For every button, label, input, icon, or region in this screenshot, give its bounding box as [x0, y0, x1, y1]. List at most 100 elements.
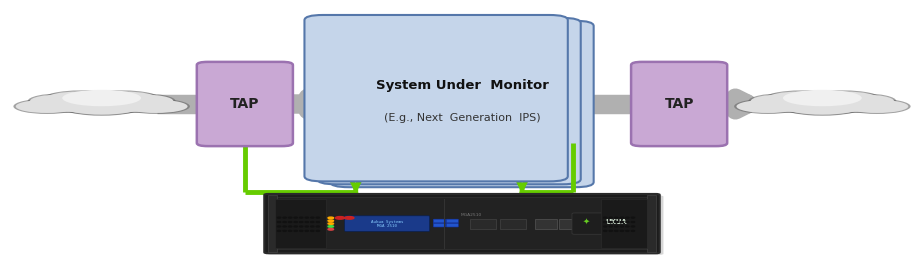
- Circle shape: [283, 217, 286, 218]
- Circle shape: [305, 222, 309, 223]
- Circle shape: [316, 217, 320, 218]
- Circle shape: [620, 230, 624, 231]
- FancyBboxPatch shape: [271, 198, 653, 250]
- Text: System Under  Monitor: System Under Monitor: [375, 79, 549, 92]
- Circle shape: [277, 217, 281, 218]
- Ellipse shape: [783, 98, 862, 116]
- FancyBboxPatch shape: [446, 223, 458, 227]
- FancyBboxPatch shape: [601, 199, 647, 248]
- Circle shape: [609, 222, 613, 223]
- Text: (E.g., Next  Generation  IPS): (E.g., Next Generation IPS): [383, 113, 541, 123]
- Circle shape: [299, 230, 303, 231]
- Ellipse shape: [93, 95, 174, 112]
- Ellipse shape: [811, 94, 896, 113]
- Ellipse shape: [46, 92, 115, 106]
- FancyBboxPatch shape: [317, 18, 580, 184]
- Ellipse shape: [43, 90, 116, 107]
- Ellipse shape: [766, 90, 879, 115]
- Ellipse shape: [748, 93, 816, 109]
- Circle shape: [620, 217, 624, 218]
- Circle shape: [609, 226, 613, 227]
- Ellipse shape: [843, 99, 910, 114]
- FancyBboxPatch shape: [470, 219, 496, 229]
- Circle shape: [283, 230, 286, 231]
- Ellipse shape: [89, 92, 157, 106]
- Ellipse shape: [110, 94, 174, 108]
- FancyBboxPatch shape: [535, 219, 557, 229]
- Circle shape: [316, 222, 320, 223]
- Circle shape: [614, 217, 618, 218]
- Ellipse shape: [62, 90, 141, 106]
- FancyBboxPatch shape: [433, 219, 445, 223]
- FancyBboxPatch shape: [572, 213, 647, 234]
- FancyBboxPatch shape: [264, 194, 660, 253]
- Circle shape: [288, 230, 292, 231]
- Ellipse shape: [748, 94, 833, 113]
- FancyBboxPatch shape: [433, 223, 445, 227]
- Circle shape: [310, 226, 314, 227]
- Circle shape: [316, 226, 320, 227]
- Circle shape: [609, 217, 613, 218]
- Ellipse shape: [13, 99, 81, 114]
- Ellipse shape: [87, 90, 160, 107]
- Ellipse shape: [65, 99, 139, 115]
- Ellipse shape: [750, 95, 831, 112]
- Text: MGA 2510: MGA 2510: [377, 224, 397, 228]
- Ellipse shape: [735, 99, 802, 114]
- FancyBboxPatch shape: [631, 62, 727, 146]
- FancyBboxPatch shape: [197, 62, 293, 146]
- Circle shape: [283, 226, 286, 227]
- FancyBboxPatch shape: [647, 195, 656, 252]
- Ellipse shape: [108, 93, 176, 109]
- Circle shape: [603, 230, 607, 231]
- FancyBboxPatch shape: [446, 219, 458, 223]
- Ellipse shape: [47, 91, 156, 114]
- Ellipse shape: [808, 90, 881, 107]
- Ellipse shape: [831, 94, 894, 108]
- FancyBboxPatch shape: [345, 216, 430, 231]
- Circle shape: [294, 226, 298, 227]
- Ellipse shape: [750, 94, 814, 108]
- Circle shape: [310, 222, 314, 223]
- Circle shape: [277, 222, 281, 223]
- Circle shape: [288, 217, 292, 218]
- Circle shape: [631, 222, 635, 223]
- Circle shape: [305, 226, 309, 227]
- Circle shape: [620, 222, 624, 223]
- Ellipse shape: [768, 91, 877, 114]
- Ellipse shape: [28, 94, 113, 113]
- Circle shape: [631, 217, 635, 218]
- Circle shape: [328, 220, 334, 222]
- Circle shape: [305, 230, 309, 231]
- Circle shape: [328, 226, 334, 227]
- Circle shape: [335, 217, 345, 219]
- Text: TAP: TAP: [230, 97, 260, 111]
- FancyBboxPatch shape: [331, 21, 593, 187]
- Ellipse shape: [814, 95, 894, 112]
- Circle shape: [603, 222, 607, 223]
- Circle shape: [614, 226, 618, 227]
- Ellipse shape: [829, 93, 896, 109]
- Circle shape: [288, 222, 292, 223]
- Ellipse shape: [30, 94, 93, 108]
- Circle shape: [310, 217, 314, 218]
- Text: TAP: TAP: [664, 97, 694, 111]
- Circle shape: [345, 217, 354, 219]
- FancyBboxPatch shape: [304, 15, 567, 181]
- Ellipse shape: [125, 100, 188, 113]
- Ellipse shape: [28, 93, 95, 109]
- Ellipse shape: [845, 100, 908, 113]
- Circle shape: [294, 230, 298, 231]
- Circle shape: [603, 217, 607, 218]
- Ellipse shape: [45, 90, 158, 115]
- Circle shape: [277, 226, 281, 227]
- Circle shape: [316, 230, 320, 231]
- Ellipse shape: [62, 98, 141, 116]
- Circle shape: [310, 230, 314, 231]
- Text: ✦: ✦: [582, 217, 590, 226]
- Circle shape: [614, 222, 618, 223]
- Circle shape: [626, 217, 629, 218]
- Text: MGA2510: MGA2510: [461, 212, 481, 217]
- Ellipse shape: [736, 100, 799, 113]
- Circle shape: [299, 217, 303, 218]
